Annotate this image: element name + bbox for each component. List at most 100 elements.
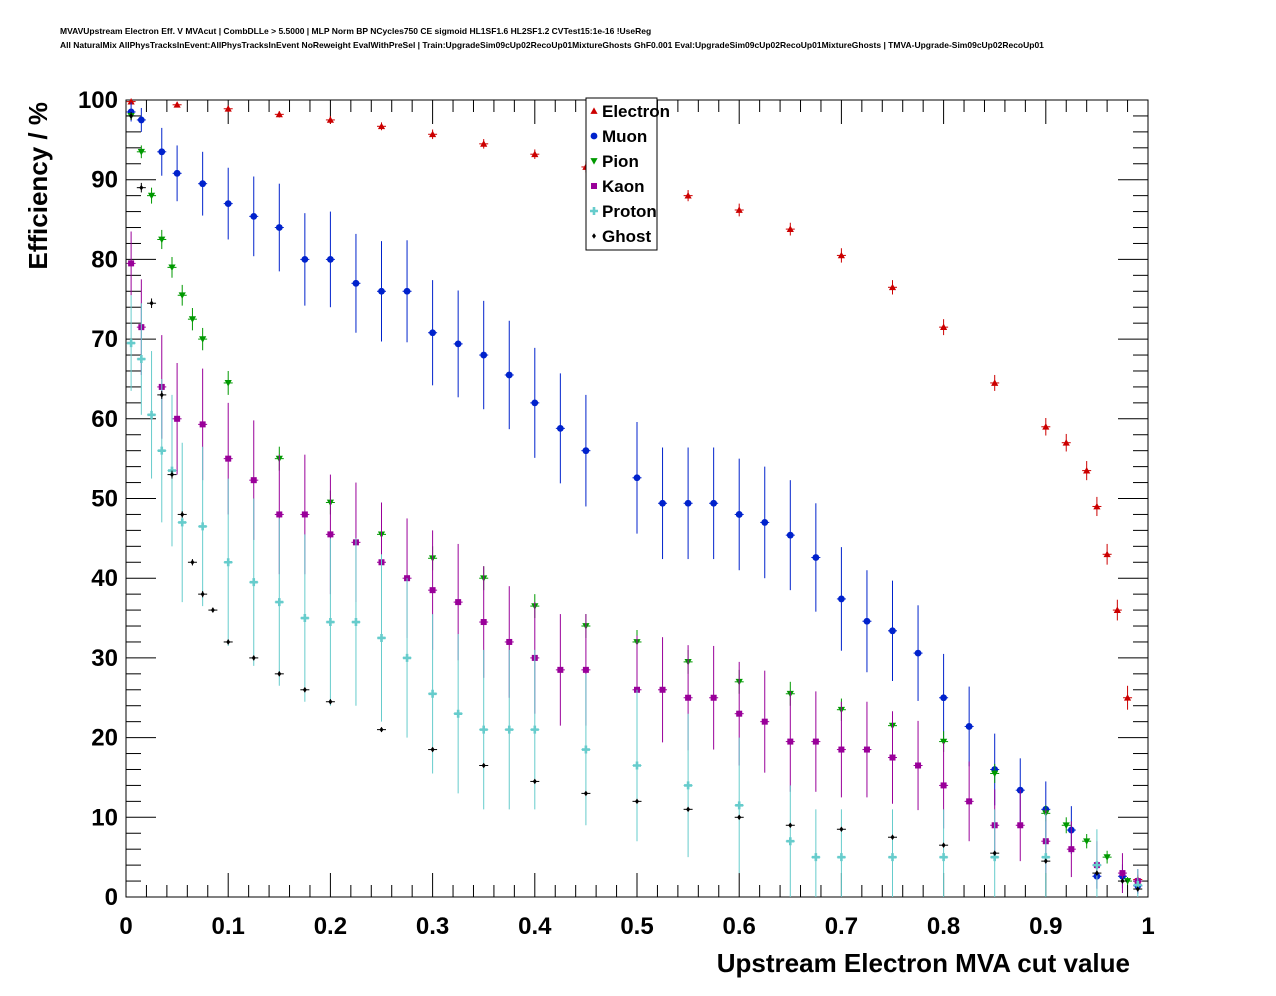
pion-point — [178, 292, 186, 299]
x-tick-label: 0.1 — [212, 913, 245, 940]
electron-point — [1093, 502, 1101, 510]
proton-point — [127, 339, 136, 348]
muon-point — [352, 279, 360, 287]
kaon-point — [429, 587, 436, 594]
proton-point — [939, 853, 948, 862]
kaon-point — [1068, 846, 1075, 853]
pion-point — [991, 770, 999, 778]
kaon-point — [455, 599, 462, 606]
ghost-point — [180, 511, 185, 518]
proton-point — [147, 410, 156, 419]
kaon-point — [812, 738, 819, 745]
kaon-point — [710, 694, 717, 701]
kaon-point — [889, 754, 896, 761]
proton-point — [581, 745, 590, 754]
electron-point — [275, 110, 283, 118]
y-tick-label: 20 — [91, 725, 118, 752]
ghost-point — [788, 822, 793, 829]
proton-point — [157, 446, 166, 455]
proton-point — [178, 518, 187, 527]
pion-point — [1123, 878, 1132, 885]
muon-point — [378, 287, 385, 295]
electron-point — [531, 150, 539, 158]
legend-marker-electron — [590, 107, 598, 114]
legend-marker-kaon — [591, 183, 597, 189]
pion-point — [188, 316, 197, 323]
muon-point — [965, 723, 973, 730]
proton-point — [888, 853, 897, 862]
muon-point — [250, 212, 258, 220]
electron-point — [1042, 423, 1050, 430]
ghost-point — [430, 746, 435, 753]
ghost-point — [1135, 886, 1140, 892]
proton-point — [224, 558, 233, 567]
kaon-point — [250, 477, 257, 484]
muon-point — [633, 474, 641, 482]
y-tick-label: 70 — [91, 326, 118, 353]
proton-point — [530, 725, 539, 734]
legend-marker-ghost — [592, 233, 596, 239]
muon-point — [224, 200, 232, 208]
electron-point — [1123, 694, 1132, 701]
proton-point — [684, 781, 693, 790]
proton-point — [479, 725, 488, 734]
electron-point — [1083, 467, 1091, 474]
ghost-point — [226, 639, 231, 645]
electron-point — [888, 283, 897, 291]
muon-point — [838, 595, 845, 603]
proton-point — [428, 689, 437, 698]
legend-marker-proton — [590, 207, 598, 215]
pion-point — [137, 148, 145, 156]
ghost-point — [169, 471, 174, 478]
muon-point — [454, 340, 462, 348]
muon-point — [659, 499, 666, 507]
proton-point — [198, 522, 207, 531]
ghost-point — [159, 392, 164, 398]
electron-point — [224, 105, 232, 112]
electron-point — [786, 225, 794, 232]
legend-label-kaon: Kaon — [602, 177, 645, 196]
electron-point — [684, 192, 692, 199]
pion-point — [147, 192, 156, 200]
chart-title-line-2: All NaturalMix AllPhysTracksInEvent:AllP… — [60, 40, 1044, 50]
ghost-point — [839, 826, 844, 833]
x-tick-label: 0.4 — [518, 913, 552, 940]
muon-point — [505, 371, 513, 379]
ghost-point — [328, 698, 333, 705]
legend-marker-muon — [590, 132, 598, 140]
kaon-point — [480, 619, 487, 626]
ghost-point — [251, 655, 256, 661]
ghost-point — [149, 300, 154, 307]
ghost-point — [737, 814, 742, 821]
x-tick-label: 1 — [1141, 913, 1154, 940]
kaon-point — [582, 666, 589, 673]
proton-point — [275, 598, 284, 607]
pion-point — [1103, 854, 1111, 861]
kaon-point — [863, 746, 870, 753]
ghost-point — [686, 806, 691, 813]
muon-point — [429, 329, 436, 337]
legend-label-electron: Electron — [602, 102, 670, 121]
chart-title-line-1: MVAVUpstream Electron Eff. V MVAcut | Co… — [60, 26, 652, 36]
y-tick-label: 0 — [105, 884, 118, 911]
ghost-point — [129, 113, 134, 119]
ghost-point — [992, 850, 997, 856]
y-tick-label: 10 — [91, 804, 118, 831]
ghost-point — [210, 607, 215, 613]
ghost-point — [890, 834, 895, 841]
proton-point — [837, 853, 846, 862]
muon-point — [158, 148, 166, 156]
kaon-point — [301, 511, 308, 518]
proton-point — [633, 761, 641, 770]
ghost-point — [583, 790, 588, 797]
pion-point — [224, 380, 232, 387]
ghost-point — [277, 671, 282, 677]
electron-point — [837, 251, 845, 259]
kaon-point — [276, 511, 283, 518]
x-tick-label: 0 — [119, 913, 132, 940]
legend-label-pion: Pion — [602, 152, 639, 171]
electron-point — [1113, 606, 1121, 613]
data-series — [126, 97, 1143, 897]
muon-point — [812, 554, 820, 561]
